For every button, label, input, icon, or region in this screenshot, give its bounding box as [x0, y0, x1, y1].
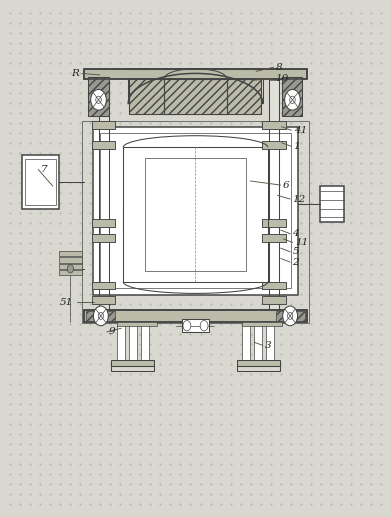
- Bar: [164, 79, 227, 114]
- Bar: [262, 234, 286, 241]
- Circle shape: [67, 265, 74, 273]
- Bar: [84, 69, 307, 79]
- Bar: [92, 219, 115, 227]
- Text: R: R: [71, 69, 79, 78]
- Text: 12: 12: [292, 194, 306, 204]
- Circle shape: [285, 89, 300, 110]
- Text: 7: 7: [41, 165, 47, 174]
- Bar: [262, 219, 286, 227]
- Bar: [92, 141, 115, 149]
- Bar: [254, 322, 262, 364]
- Circle shape: [93, 306, 108, 326]
- Bar: [262, 234, 286, 241]
- Bar: [182, 319, 209, 332]
- Text: 5: 5: [292, 247, 299, 256]
- Circle shape: [183, 321, 191, 331]
- Bar: [117, 321, 157, 326]
- Text: 2: 2: [292, 257, 299, 267]
- Bar: [164, 79, 227, 114]
- Bar: [59, 257, 82, 263]
- Bar: [92, 234, 115, 241]
- Bar: [82, 121, 309, 323]
- Bar: [59, 270, 82, 275]
- Bar: [117, 322, 125, 364]
- Bar: [262, 296, 286, 304]
- Bar: [92, 296, 115, 304]
- Bar: [111, 366, 154, 371]
- Bar: [84, 310, 307, 322]
- Text: 1: 1: [294, 142, 300, 151]
- Bar: [242, 321, 282, 326]
- Bar: [276, 311, 305, 321]
- Circle shape: [283, 306, 298, 326]
- Bar: [100, 133, 291, 288]
- Bar: [145, 158, 246, 271]
- Bar: [242, 322, 250, 364]
- Bar: [59, 264, 82, 269]
- Bar: [262, 219, 286, 227]
- Circle shape: [200, 321, 208, 331]
- Bar: [129, 322, 137, 364]
- Bar: [262, 141, 286, 149]
- Bar: [262, 281, 286, 290]
- Bar: [262, 281, 286, 290]
- Bar: [262, 296, 286, 304]
- Bar: [92, 296, 115, 304]
- Text: 41: 41: [294, 126, 307, 135]
- Text: 11: 11: [295, 238, 308, 247]
- Bar: [111, 360, 154, 366]
- Bar: [92, 281, 115, 290]
- Bar: [237, 360, 280, 366]
- Bar: [88, 77, 109, 116]
- Bar: [99, 80, 109, 320]
- Bar: [262, 121, 286, 129]
- Bar: [141, 322, 149, 364]
- Circle shape: [91, 89, 106, 110]
- Text: 6: 6: [283, 180, 290, 190]
- Bar: [22, 155, 59, 209]
- Bar: [266, 322, 274, 364]
- Bar: [215, 79, 261, 114]
- Text: 51: 51: [60, 298, 74, 307]
- Bar: [92, 141, 115, 149]
- Bar: [164, 79, 227, 114]
- Bar: [93, 127, 298, 295]
- Bar: [262, 121, 286, 129]
- Bar: [25, 159, 56, 205]
- Bar: [215, 79, 261, 114]
- Bar: [123, 147, 268, 282]
- Bar: [262, 141, 286, 149]
- Text: 3: 3: [265, 341, 272, 350]
- Bar: [92, 121, 115, 129]
- Bar: [59, 251, 82, 256]
- Bar: [129, 79, 175, 114]
- Bar: [84, 69, 307, 79]
- Text: 9: 9: [109, 327, 116, 337]
- Bar: [92, 281, 115, 290]
- Text: 4: 4: [292, 229, 299, 238]
- Bar: [84, 310, 307, 322]
- Bar: [86, 311, 115, 321]
- Bar: [282, 77, 302, 116]
- Bar: [92, 121, 115, 129]
- Text: 8: 8: [276, 63, 283, 72]
- Bar: [320, 186, 344, 222]
- Text: 10: 10: [275, 74, 289, 83]
- Bar: [237, 366, 280, 371]
- Bar: [92, 219, 115, 227]
- Bar: [269, 80, 279, 320]
- Bar: [129, 79, 175, 114]
- Bar: [92, 234, 115, 241]
